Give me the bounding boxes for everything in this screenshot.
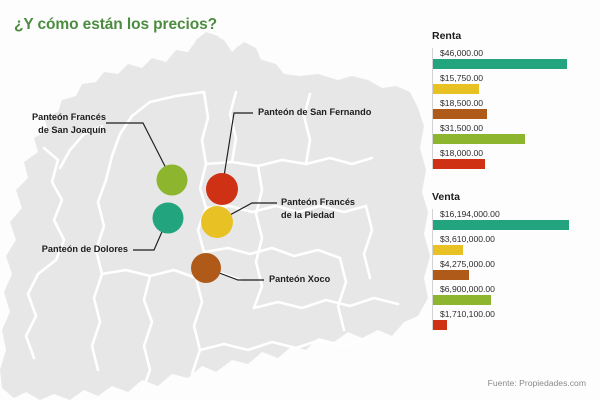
footer-source: Fuente: Propiedades.com [487,378,586,388]
charts-panel: Renta $46,000.00 $15,750.00 $18,500.00 $31,… [424,30,600,375]
bar-value-label: $31,500.00 [440,123,484,133]
chart-renta-bars: $46,000.00 $15,750.00 $18,500.00 $31,500.00… [432,48,600,169]
chart-venta-title: Venta [432,191,461,203]
bar[interactable] [433,245,464,255]
map-label-line1: Panteón Francés [281,197,356,207]
bar-value-label: $18,000.00 [440,148,484,158]
chart-venta: Venta $16,194,000.00 $3,610,000.00 $4,275,… [424,191,600,330]
map-label-line1: Panteón de Dolores [41,244,128,254]
bar[interactable] [433,220,570,230]
bar-row: $31,500.00 [432,123,600,144]
bar-value-label: $18,500.00 [440,98,484,108]
bar-row: $6,900,000.00 [432,284,600,305]
bar-row: $4,275,000.00 [432,259,600,280]
chart-renta-title: Renta [432,30,462,42]
chart-renta: Renta $46,000.00 $15,750.00 $18,500.00 $31,… [424,30,600,169]
bar-row: $3,610,000.00 [432,234,600,255]
bar-value-label: $46,000.00 [440,48,484,58]
page-title: ¿Y cómo están los precios? [14,16,217,33]
bar-value-label: $16,194,000.00 [440,209,500,219]
map-label-panteon-frances-san-joaquin: Panteón Francés de San Joaquín [6,111,106,136]
map-svg [0,32,430,400]
bar-row: $18,000.00 [432,148,600,169]
map-label-panteon-xoco: Panteón Xoco [269,273,330,286]
bar-row: $16,194,000.00 [432,209,600,230]
map-borough-borders [24,90,400,394]
map-label-panteon-frances-piedad: Panteón Francés de la Piedad [281,196,355,221]
bar-value-label: $3,610,000.00 [440,234,495,244]
map-label-panteon-dolores: Panteón de Dolores [8,243,128,256]
chart-renta-body: $46,000.00 $15,750.00 $18,500.00 $31,500.00… [424,48,600,169]
map-label-line2: de la Piedad [281,209,335,220]
bar-row: $46,000.00 [432,48,600,69]
map-label-line2: de San Joaquín [38,124,106,135]
bar-row: $18,500.00 [432,98,600,119]
bar[interactable] [433,59,567,69]
bar[interactable] [433,134,525,144]
bar[interactable] [433,159,486,169]
bar[interactable] [433,320,448,330]
bar-value-label: $1,710,100.00 [440,309,495,319]
bar-value-label: $15,750.00 [440,73,484,83]
map-label-line1: Panteón Xoco [269,274,331,284]
bar-value-label: $6,900,000.00 [440,284,495,294]
map-landmass [0,32,430,400]
map-label-panteon-san-fernando: Panteón de San Fernando [258,106,371,119]
chart-venta-axis [432,209,433,330]
map-container[interactable] [0,30,430,400]
bar[interactable] [433,109,487,119]
bar-row: $15,750.00 [432,73,600,94]
bar[interactable] [433,295,492,305]
bar[interactable] [433,270,469,280]
bar-row: $1,710,100.00 [432,309,600,330]
map-label-line1: Panteón de San Fernando [258,107,372,117]
chart-venta-body: $16,194,000.00 $3,610,000.00 $4,275,000.00… [424,209,600,330]
chart-renta-axis [432,48,433,169]
map-label-line1: Panteón Francés [31,112,106,122]
bar[interactable] [433,84,479,94]
chart-venta-bars: $16,194,000.00 $3,610,000.00 $4,275,000.00… [432,209,600,330]
bar-value-label: $4,275,000.00 [440,259,495,269]
